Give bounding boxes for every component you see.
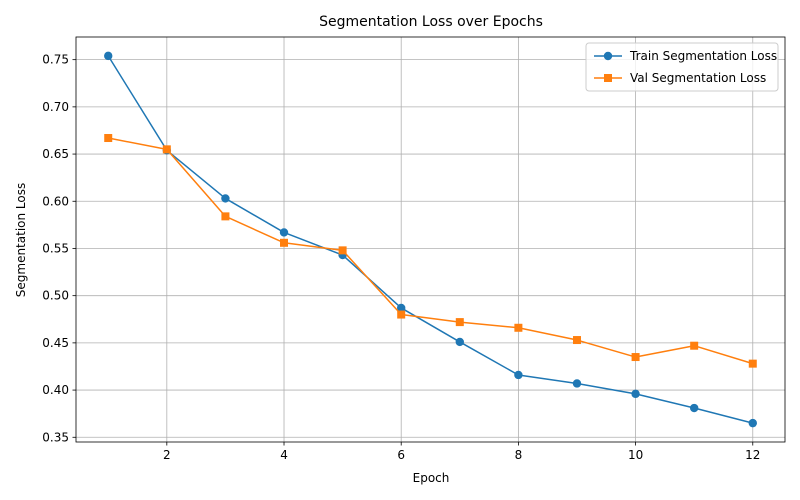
train-segmentation-loss-point (279, 228, 289, 237)
y-tick-label: 0.35 (42, 430, 69, 444)
val-segmentation-loss-point (397, 310, 406, 319)
y-tick-label: 0.70 (42, 100, 69, 114)
x-tick-label: 10 (628, 448, 643, 462)
train-segmentation-loss-point (689, 403, 699, 413)
series-layer (104, 51, 757, 428)
x-tick-label: 4 (280, 448, 288, 462)
legend-train-label: Train Segmentation Loss (629, 49, 777, 63)
y-axis: 0.35 0.40 0.45 0.50 0.55 0.60 0.65 0.70 0.75 (42, 53, 76, 444)
train-segmentation-loss-point (221, 194, 230, 203)
val-segmentation-loss-point (338, 246, 347, 255)
x-tick-label: 12 (745, 448, 760, 462)
chart-title: Segmentation Loss over Epochs (319, 14, 543, 30)
y-axis-label: Segmentation Loss (14, 183, 28, 297)
val-segmentation-loss-point (748, 359, 757, 368)
y-tick-label: 0.55 (42, 241, 69, 255)
train-segmentation-loss-point (397, 303, 406, 313)
plot-area-frame (75, 36, 786, 443)
grid (76, 37, 785, 442)
legend-val-marker (604, 74, 612, 82)
val-segmentation-loss-point (572, 336, 581, 345)
val-segmentation-loss-line (108, 137, 753, 365)
y-tick-label: 0.40 (42, 383, 69, 397)
legend-train-marker (603, 51, 613, 61)
legend-box (585, 42, 779, 92)
val-segmentation-loss-point (221, 212, 230, 221)
val-segmentation-loss-point (631, 353, 640, 362)
val-segmentation-loss-point (690, 341, 699, 350)
y-tick-label: 0.60 (42, 194, 69, 208)
train-segmentation-loss-line (107, 55, 753, 424)
val-segmentation-loss-point (162, 145, 171, 154)
x-tick-label: 8 (515, 448, 523, 462)
train-segmentation-loss-point (514, 370, 523, 380)
x-tick-label: 6 (397, 448, 405, 462)
legend: Train Segmentation Loss Val Segmentation… (585, 42, 779, 92)
y-tick-label: 0.50 (42, 289, 69, 303)
val-segmentation-loss-point (104, 134, 113, 143)
x-tick-label: 2 (163, 448, 171, 462)
y-tick-label: 0.65 (42, 147, 69, 161)
train-segmentation-loss-point (455, 337, 464, 347)
val-segmentation-loss-point (280, 238, 289, 247)
legend-val-label: Val Segmentation Loss (630, 71, 766, 85)
val-segmentation-loss-point (514, 323, 523, 332)
train-segmentation-loss-point (631, 389, 640, 399)
series-val-segmentation-loss (104, 134, 757, 368)
train-segmentation-loss-point (104, 51, 113, 61)
val-segmentation-loss-point (455, 318, 464, 327)
y-tick-label: 0.75 (42, 53, 69, 67)
x-axis: 2 4 6 8 10 12 (163, 442, 760, 462)
train-segmentation-loss-point (572, 379, 582, 388)
train-segmentation-loss-point (748, 418, 757, 428)
y-tick-label: 0.45 (42, 336, 69, 350)
x-axis-label: Epoch (413, 471, 450, 485)
